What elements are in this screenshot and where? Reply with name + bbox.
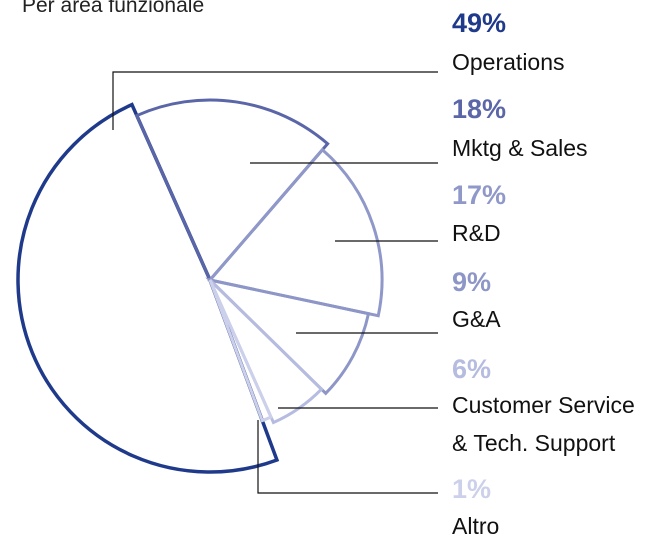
legend-label: Mktg & Sales: [452, 135, 588, 161]
legend-label: R&D: [452, 220, 501, 246]
value-label: 17%: [452, 180, 507, 210]
value-label: 49%: [452, 8, 507, 38]
leader-line: [112, 71, 438, 130]
value-label: 9%: [452, 267, 492, 297]
legend-label: Altro: [452, 513, 500, 539]
legend-label: Operations: [452, 49, 565, 75]
legend-label: Customer Service & Tech. Support: [452, 392, 635, 456]
pie-slice: [207, 147, 384, 318]
leader-line: [257, 420, 438, 494]
chart-title: Per area funzionale: [22, 0, 205, 17]
value-label: 1%: [452, 474, 492, 504]
value-label: 18%: [452, 94, 507, 124]
pie-slice: [208, 279, 273, 423]
pie-slice: [16, 102, 280, 474]
pie-slice: [205, 277, 371, 396]
legend-label: G&A: [452, 306, 501, 332]
pie-slice: [134, 98, 330, 283]
value-label: 6%: [452, 354, 492, 384]
